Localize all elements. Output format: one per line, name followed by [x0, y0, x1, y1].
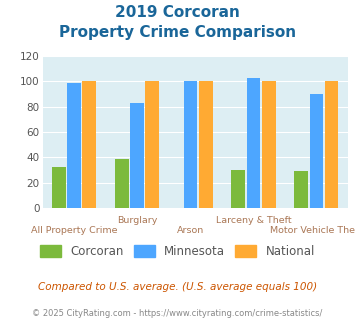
Bar — [115, 159, 129, 208]
Bar — [184, 82, 197, 208]
Bar — [67, 82, 81, 208]
Bar — [294, 171, 308, 208]
Text: Motor Vehicle Theft: Motor Vehicle Theft — [271, 226, 355, 235]
Bar — [145, 82, 159, 208]
Bar — [310, 94, 323, 208]
Bar — [262, 82, 275, 208]
Bar — [324, 82, 338, 208]
Text: Burglary: Burglary — [117, 216, 157, 225]
Text: 2019 Corcoran: 2019 Corcoran — [115, 5, 240, 20]
Text: © 2025 CityRating.com - https://www.cityrating.com/crime-statistics/: © 2025 CityRating.com - https://www.city… — [32, 309, 323, 317]
Bar — [231, 170, 245, 208]
Text: Arson: Arson — [177, 226, 204, 235]
Bar — [82, 82, 96, 208]
Text: Larceny & Theft: Larceny & Theft — [216, 216, 291, 225]
Legend: Corcoran, Minnesota, National: Corcoran, Minnesota, National — [36, 240, 320, 263]
Bar — [52, 167, 66, 208]
Text: Compared to U.S. average. (U.S. average equals 100): Compared to U.S. average. (U.S. average … — [38, 282, 317, 292]
Bar — [199, 82, 213, 208]
Text: Property Crime Comparison: Property Crime Comparison — [59, 25, 296, 40]
Bar — [130, 103, 144, 208]
Bar — [247, 78, 261, 208]
Text: All Property Crime: All Property Crime — [31, 226, 117, 235]
